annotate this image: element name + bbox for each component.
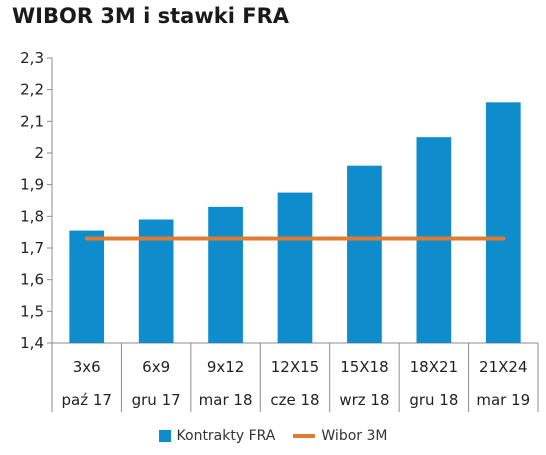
bar <box>277 192 313 343</box>
x-category-label: 12X15 <box>271 358 319 376</box>
chart-title: WIBOR 3M i stawki FRA <box>12 4 289 28</box>
y-tick-label: 1,6 <box>20 271 44 289</box>
y-tick-label: 2 <box>34 144 44 162</box>
x-subcategory-label: gru 18 <box>409 391 458 409</box>
bar <box>347 165 382 343</box>
bar <box>69 230 105 343</box>
y-tick-label: 1,7 <box>20 239 44 257</box>
x-subcategory-label: gru 17 <box>132 391 181 409</box>
legend-item-fra: Kontrakty FRA <box>158 428 276 444</box>
legend-item-wibor: Wibor 3M <box>293 428 387 444</box>
x-category-label: 18X21 <box>410 358 458 376</box>
y-tick-label: 1,4 <box>20 334 44 352</box>
x-category-label: 15X18 <box>340 358 388 376</box>
y-tick-label: 1,9 <box>20 176 44 194</box>
bar <box>485 102 521 343</box>
x-category-label: 9x12 <box>207 358 245 376</box>
y-tick-label: 2,3 <box>20 49 44 67</box>
y-tick-label: 1,5 <box>20 302 44 320</box>
legend-label-fra: Kontrakty FRA <box>176 428 276 444</box>
y-tick-label: 1,8 <box>20 207 44 225</box>
x-subcategory-label: paź 17 <box>61 391 111 409</box>
x-subcategory-label: mar 18 <box>199 391 253 409</box>
x-category-label: 6x9 <box>142 358 170 376</box>
x-subcategory-label: wrz 18 <box>339 391 389 409</box>
legend: Kontrakty FRA Wibor 3M <box>0 428 546 444</box>
x-subcategory-label: mar 19 <box>476 391 530 409</box>
y-tick-label: 2,1 <box>20 112 44 130</box>
legend-swatch-wibor <box>293 434 316 438</box>
y-tick-label: 2,2 <box>20 81 44 99</box>
bar <box>208 206 243 343</box>
x-subcategory-label: cze 18 <box>270 391 319 409</box>
x-category-label: 21X24 <box>479 358 527 376</box>
legend-label-wibor: Wibor 3M <box>321 428 388 444</box>
legend-swatch-fra <box>158 430 171 442</box>
x-category-label: 3x6 <box>73 358 101 376</box>
